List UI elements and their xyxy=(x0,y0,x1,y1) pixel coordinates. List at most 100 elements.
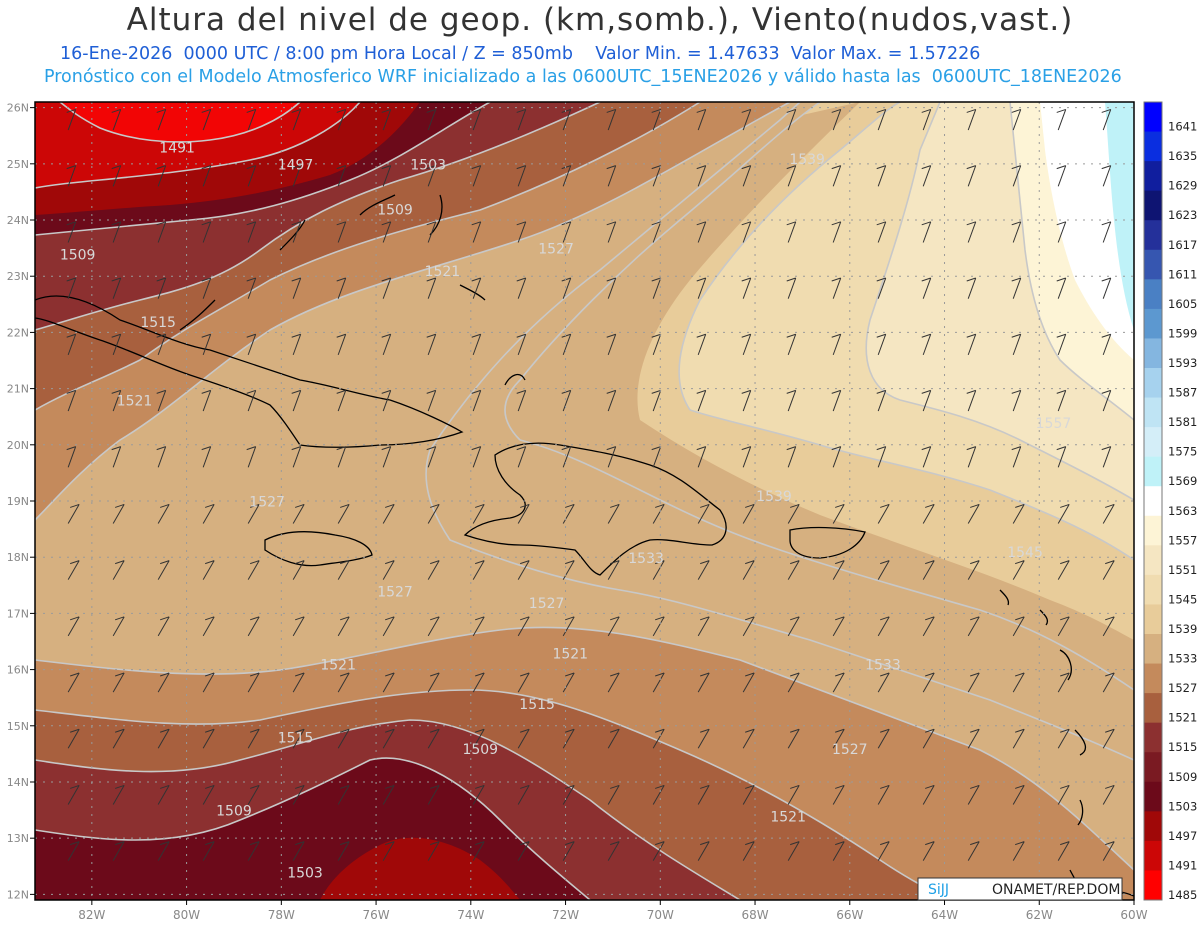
colorbar-swatch xyxy=(1144,249,1162,280)
wind-barb xyxy=(292,784,305,805)
wind-barb xyxy=(922,841,935,861)
wind-barb xyxy=(337,616,350,637)
wind-barb xyxy=(201,389,212,412)
wind-barb xyxy=(202,728,215,749)
contour-label: 1491 xyxy=(159,141,195,157)
wind-barb xyxy=(382,616,395,637)
wind-barb xyxy=(832,841,845,861)
wind-barb xyxy=(337,841,350,861)
colorbar-label: 1629 xyxy=(1168,179,1197,193)
colorbar-swatch xyxy=(1144,456,1162,487)
colorbar-swatch xyxy=(1144,427,1162,458)
wind-barb xyxy=(112,616,125,637)
wind-barb xyxy=(517,784,530,805)
wind-barb xyxy=(1101,165,1112,187)
wind-barb xyxy=(876,389,887,412)
lat-tick-label: 18N xyxy=(7,551,29,564)
coast-bahamas-1 xyxy=(179,194,396,331)
wind-barb xyxy=(966,333,977,356)
colorbar-swatch xyxy=(1144,752,1162,783)
wind-barb xyxy=(111,333,122,356)
contour-label: 1515 xyxy=(278,731,314,747)
wind-barb xyxy=(607,616,620,637)
wind-barb xyxy=(66,165,77,187)
wind-barb xyxy=(967,560,980,580)
wind-barb xyxy=(787,784,800,805)
wind-barb xyxy=(247,841,260,861)
wind-barb xyxy=(786,389,797,412)
wind-barb xyxy=(202,503,215,524)
wind-barb xyxy=(517,560,530,580)
wind-barb xyxy=(156,165,167,187)
contour-line xyxy=(899,399,1134,501)
axis-labels: 82W 80W 78W 76W 74W 72W 70W 68W 66W 64W 62W 60W 26N 2… xyxy=(7,102,1148,922)
wind-barb xyxy=(606,165,617,187)
wind-barb xyxy=(967,672,980,693)
colorbar-swatch xyxy=(1144,161,1162,192)
contour-label: 1509 xyxy=(60,247,96,263)
wind-barb xyxy=(1101,108,1112,131)
wind-barb xyxy=(337,672,350,693)
wind-barb xyxy=(742,503,755,524)
colorbar-label: 1623 xyxy=(1168,208,1197,222)
wind-barb xyxy=(697,503,710,524)
lon-tick-label: 80W xyxy=(173,908,200,922)
wind-barb xyxy=(156,446,167,468)
contour-line xyxy=(35,689,951,900)
wind-barb xyxy=(967,841,980,861)
wind-barb xyxy=(831,277,842,299)
wind-barb xyxy=(1102,672,1115,693)
wind-barb xyxy=(651,333,662,356)
lon-tick-label: 82W xyxy=(78,908,105,922)
lat-tick-label: 16N xyxy=(7,664,29,677)
wind-barb xyxy=(516,108,527,131)
contour-line xyxy=(35,102,791,521)
wind-barb xyxy=(66,446,77,468)
wind-barb xyxy=(426,446,437,468)
contour-line xyxy=(35,102,701,411)
wind-barb xyxy=(516,277,527,299)
contour-label: 1503 xyxy=(287,866,323,882)
wind-barb xyxy=(426,333,437,356)
wind-barb xyxy=(156,333,167,356)
wind-barb xyxy=(292,560,305,580)
lat-tick-label: 17N xyxy=(7,607,29,620)
wind-barb xyxy=(652,728,665,749)
wind-barb xyxy=(741,333,752,356)
wind-barb xyxy=(787,728,800,749)
wind-barb xyxy=(562,672,575,693)
wind-barb xyxy=(246,389,257,412)
colorbar-label: 1485 xyxy=(1168,888,1197,902)
wind-barb xyxy=(832,616,845,637)
lat-tick-label: 14N xyxy=(7,776,29,789)
wind-barb xyxy=(336,446,347,468)
wind-barb xyxy=(472,672,485,693)
colorbar-label: 1545 xyxy=(1168,592,1197,606)
wind-barb xyxy=(1057,728,1070,749)
colorbar-swatch xyxy=(1144,634,1162,665)
contour-label: 1515 xyxy=(140,315,176,331)
colorbar-swatch xyxy=(1144,397,1162,428)
coast-antilles xyxy=(999,589,1087,891)
value-min: Valor Min. = 1.47633 xyxy=(595,44,780,64)
wind-barb xyxy=(1012,784,1025,805)
wind-barb xyxy=(607,503,620,524)
wind-barb xyxy=(66,389,77,412)
contour-label: 1527 xyxy=(377,585,413,601)
contour-line xyxy=(519,439,1134,691)
wind-barb xyxy=(876,446,887,468)
wind-barb xyxy=(877,616,890,637)
wind-barb xyxy=(67,728,80,749)
wind-barb xyxy=(697,560,710,580)
forecast-time: 0000 UTC / 8:00 pm Hora Local / Z = 850m… xyxy=(183,44,573,64)
colorbar-swatch xyxy=(1144,220,1162,251)
wind-barb xyxy=(832,560,845,580)
wind-barb xyxy=(1056,165,1067,187)
wind-barb xyxy=(652,841,665,861)
wind-barb xyxy=(471,221,482,243)
wind-barb xyxy=(921,333,932,356)
wind-barb xyxy=(876,333,887,356)
wind-barb xyxy=(651,389,662,412)
wind-barb xyxy=(741,165,752,187)
contour-line xyxy=(678,102,901,411)
